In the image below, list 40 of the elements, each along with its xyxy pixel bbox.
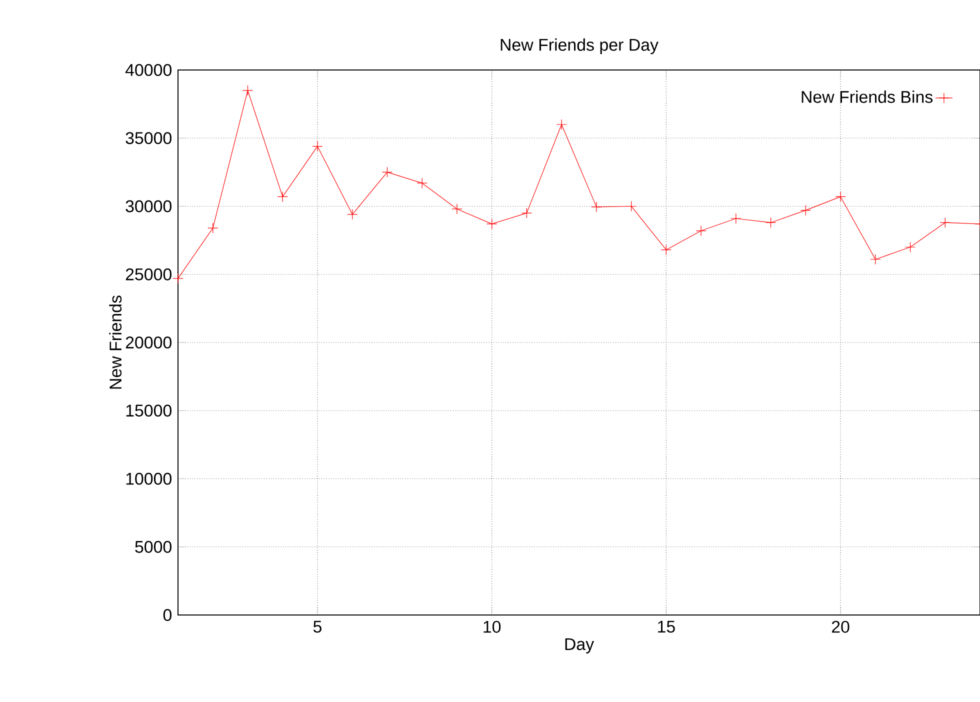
point [765,217,776,228]
point [452,204,462,214]
point [172,273,184,284]
x-tick-label: 15 [658,620,675,633]
point [486,218,498,230]
y-tick-label: 10000 [126,472,172,485]
y-tick-label: 35000 [126,132,172,144]
point [835,191,846,202]
point [277,191,288,202]
y-tick-label: 30000 [126,200,172,212]
point [626,200,637,212]
point [208,222,218,234]
point [556,119,567,130]
point [242,85,254,96]
point [312,140,323,152]
x-tick-label: 20 [832,620,850,633]
x-axis-title: Day [565,638,594,654]
point [696,225,706,236]
y-axis-title: New Friends [109,296,122,389]
point [800,205,811,216]
y-tick-label: 20000 [126,336,172,348]
point [347,209,358,220]
chart-title: New Friends per Day [500,38,658,54]
x-tick-label: 5 [313,620,322,633]
point [940,217,950,228]
legend-label: New Friends Bins [802,90,933,103]
point [382,166,393,178]
point [416,178,428,188]
y-tick-label: 25000 [126,268,172,280]
y-tick-label: 0 [163,609,172,621]
x-tick-label: 10 [484,620,501,633]
point [521,208,532,218]
y-tick-label: 5000 [135,540,172,553]
y-tick-label: 15000 [126,404,172,417]
point [591,202,602,212]
point [870,254,881,265]
point [730,213,742,224]
point [904,242,916,252]
y-tick-label: 40000 [125,64,172,76]
point [660,244,672,256]
